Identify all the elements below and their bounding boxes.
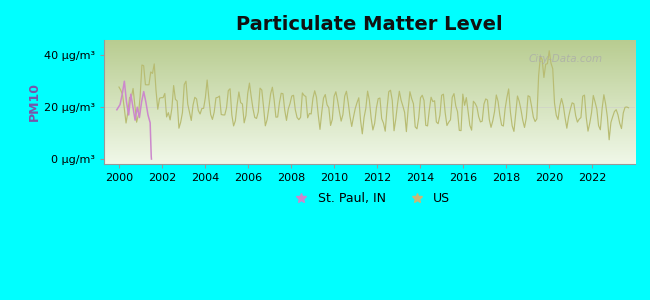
- Text: City-Data.com: City-Data.com: [529, 54, 603, 64]
- Y-axis label: PM10: PM10: [28, 82, 41, 122]
- Legend: St. Paul, IN, US: St. Paul, IN, US: [284, 187, 455, 210]
- Title: Particulate Matter Level: Particulate Matter Level: [236, 15, 503, 34]
